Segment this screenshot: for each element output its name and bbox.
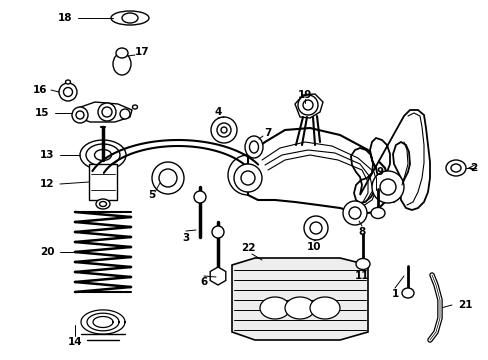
Ellipse shape — [132, 105, 137, 109]
Circle shape — [342, 201, 366, 225]
Circle shape — [159, 169, 177, 187]
Ellipse shape — [370, 207, 384, 219]
Text: 4: 4 — [214, 107, 221, 117]
Text: 19: 19 — [297, 90, 311, 100]
Circle shape — [379, 179, 395, 195]
Text: 16: 16 — [33, 85, 47, 95]
Circle shape — [120, 109, 130, 119]
Circle shape — [76, 111, 84, 119]
Text: 7: 7 — [264, 128, 271, 138]
Circle shape — [217, 123, 230, 137]
Ellipse shape — [80, 140, 126, 170]
Text: 12: 12 — [40, 179, 54, 189]
Polygon shape — [294, 94, 323, 118]
Ellipse shape — [86, 144, 120, 166]
Circle shape — [371, 171, 403, 203]
Text: 9: 9 — [376, 167, 383, 177]
Text: 3: 3 — [182, 233, 189, 243]
Ellipse shape — [96, 199, 110, 209]
Polygon shape — [89, 164, 117, 200]
Circle shape — [348, 207, 360, 219]
Polygon shape — [210, 267, 225, 285]
Text: 14: 14 — [67, 337, 82, 347]
Circle shape — [221, 127, 226, 133]
Ellipse shape — [94, 149, 111, 161]
Circle shape — [227, 155, 267, 195]
Text: 21: 21 — [457, 300, 471, 310]
Circle shape — [237, 164, 259, 186]
Ellipse shape — [99, 202, 106, 207]
Circle shape — [304, 216, 327, 240]
Polygon shape — [247, 128, 389, 214]
Ellipse shape — [445, 160, 465, 176]
Text: 13: 13 — [40, 150, 54, 160]
Text: 18: 18 — [58, 13, 72, 23]
Circle shape — [72, 107, 88, 123]
Polygon shape — [350, 110, 429, 210]
Ellipse shape — [260, 297, 289, 319]
Ellipse shape — [59, 83, 77, 101]
Circle shape — [241, 171, 254, 185]
Circle shape — [152, 162, 183, 194]
Circle shape — [102, 107, 112, 117]
Text: 5: 5 — [148, 190, 155, 200]
Polygon shape — [231, 258, 367, 340]
Ellipse shape — [63, 87, 72, 96]
Ellipse shape — [355, 258, 369, 270]
Ellipse shape — [309, 297, 339, 319]
Text: 8: 8 — [358, 227, 365, 237]
Ellipse shape — [116, 48, 128, 58]
Circle shape — [210, 117, 237, 143]
Text: 22: 22 — [240, 243, 255, 253]
Circle shape — [234, 164, 262, 192]
Text: 11: 11 — [354, 271, 368, 281]
Text: 6: 6 — [200, 277, 207, 287]
Ellipse shape — [401, 288, 413, 298]
Polygon shape — [72, 102, 132, 122]
Text: 17: 17 — [134, 47, 149, 57]
Text: 15: 15 — [35, 108, 49, 118]
Text: 20: 20 — [40, 247, 54, 257]
Ellipse shape — [113, 53, 131, 75]
Ellipse shape — [65, 80, 70, 84]
Text: 1: 1 — [390, 289, 398, 299]
Ellipse shape — [450, 164, 460, 172]
Ellipse shape — [285, 297, 314, 319]
Text: 10: 10 — [306, 242, 321, 252]
Text: 2: 2 — [469, 163, 477, 173]
Circle shape — [212, 226, 224, 238]
Ellipse shape — [249, 141, 258, 153]
Circle shape — [303, 100, 312, 110]
Circle shape — [297, 95, 317, 115]
Ellipse shape — [122, 13, 138, 23]
Ellipse shape — [244, 136, 263, 158]
Ellipse shape — [111, 11, 149, 25]
Circle shape — [309, 222, 321, 234]
Circle shape — [98, 103, 116, 121]
Circle shape — [194, 191, 205, 203]
